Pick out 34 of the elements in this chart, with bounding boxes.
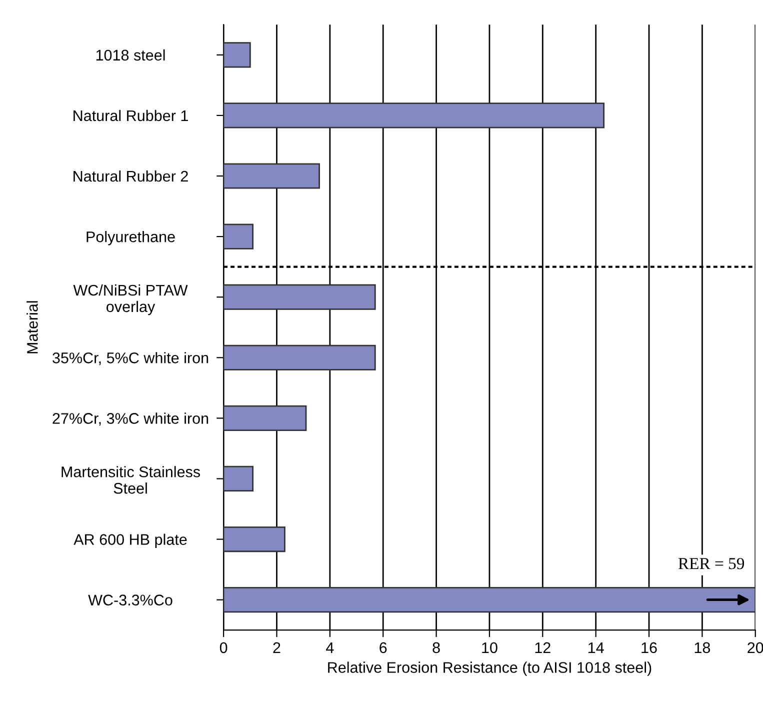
bar — [224, 587, 756, 613]
bar — [224, 102, 604, 128]
bar — [224, 526, 286, 552]
bar — [224, 466, 254, 492]
annotation: RER = 59 — [678, 558, 744, 570]
y-tick-label: WC/NiBSi PTAW overlay — [73, 284, 188, 316]
x-tick-label: 12 — [535, 642, 550, 653]
bar — [224, 163, 320, 189]
x-axis-title: Relative Erosion Resistance (to AISI 1018 steel) — [328, 662, 652, 676]
y-tick-label: 35%Cr, 5%C white iron — [52, 352, 208, 366]
x-tick-label: 8 — [432, 642, 440, 654]
bar — [224, 224, 254, 250]
x-tick-label: 18 — [694, 642, 710, 654]
bar — [224, 405, 307, 431]
x-tick-label: 6 — [380, 642, 387, 654]
y-tick-label: 1018 steel — [96, 49, 165, 61]
x-tick-label: 20 — [748, 642, 763, 654]
x-tick-label: 0 — [220, 642, 228, 654]
y-tick-label: Polyurethane — [86, 231, 175, 246]
y-tick-label: AR 600 HB plate — [74, 534, 187, 548]
x-tick-label: 14 — [588, 642, 604, 653]
x-tick-label: 16 — [642, 642, 657, 654]
x-tick-label: 4 — [326, 642, 334, 653]
y-tick-label: 27%Cr, 3%C white iron — [52, 412, 208, 426]
y-tick-label: Natural Rubber 1 — [74, 110, 188, 122]
bar — [224, 42, 251, 68]
y-tick-label: Martensitic Stainless Steel — [62, 466, 200, 494]
bar — [224, 284, 376, 310]
bar — [224, 344, 376, 370]
x-tick-label: 2 — [273, 642, 280, 653]
x-tick-label: 10 — [482, 642, 498, 654]
y-axis-title: Material — [26, 301, 38, 354]
y-tick-label: WC-3.3%Co — [88, 594, 172, 606]
y-tick-label: Natural Rubber 2 — [74, 170, 188, 182]
